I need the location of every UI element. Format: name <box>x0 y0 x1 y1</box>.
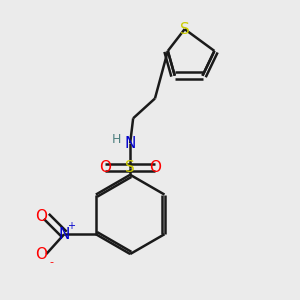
Text: O: O <box>149 160 161 175</box>
Text: S: S <box>125 160 135 175</box>
Text: N: N <box>58 227 70 242</box>
Text: S: S <box>180 22 190 37</box>
Text: O: O <box>99 160 111 175</box>
Text: N: N <box>124 136 136 151</box>
Text: +: + <box>67 221 75 231</box>
Text: H: H <box>112 133 121 146</box>
Text: O: O <box>35 209 47 224</box>
Text: O: O <box>35 247 47 262</box>
Text: -: - <box>49 257 53 267</box>
